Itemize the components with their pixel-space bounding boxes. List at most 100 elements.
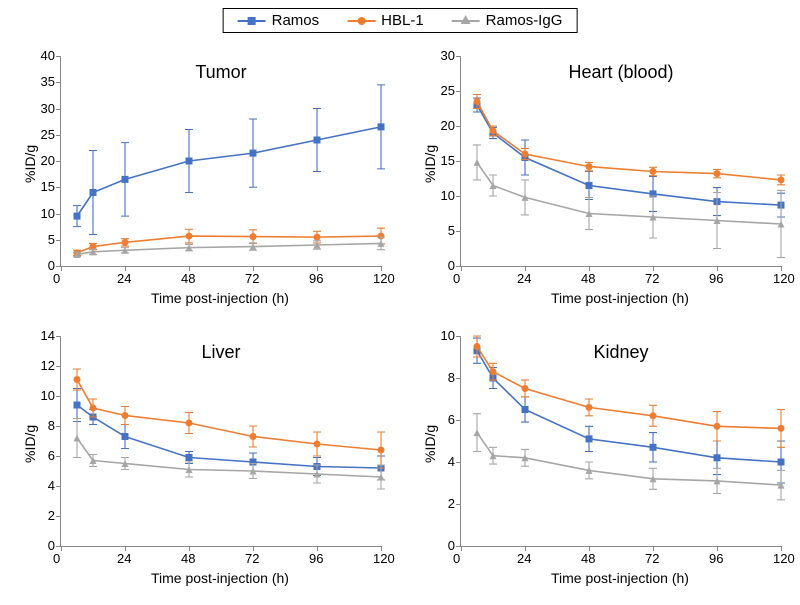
y-tick: 25 bbox=[41, 127, 55, 142]
marker-circle bbox=[778, 425, 785, 432]
legend-item-hbl-1: HBL-1 bbox=[347, 12, 424, 29]
y-tick: 0 bbox=[48, 258, 55, 273]
marker-square bbox=[314, 137, 321, 144]
x-tick: 96 bbox=[709, 271, 723, 286]
x-tick: 24 bbox=[117, 271, 131, 286]
y-tick: 6 bbox=[48, 448, 55, 463]
marker-circle bbox=[122, 412, 129, 419]
marker-circle bbox=[90, 405, 97, 412]
marker-square bbox=[586, 435, 593, 442]
y-tick: 25 bbox=[441, 83, 455, 98]
plot-svg bbox=[461, 336, 781, 546]
x-tick: 48 bbox=[581, 271, 595, 286]
y-tick: 10 bbox=[41, 388, 55, 403]
x-tick: 0 bbox=[453, 551, 460, 566]
marker-square bbox=[186, 158, 193, 165]
marker-square bbox=[650, 444, 657, 451]
marker-circle bbox=[250, 233, 257, 240]
marker-circle bbox=[314, 441, 321, 448]
marker-circle bbox=[650, 412, 657, 419]
chart-grid: Tumor0244872961200510152025303540%ID/gTi… bbox=[0, 44, 800, 604]
y-tick: 15 bbox=[41, 179, 55, 194]
y-axis-label: %ID/g bbox=[422, 145, 438, 183]
marker-circle bbox=[522, 151, 529, 158]
marker-square bbox=[74, 402, 81, 409]
legend-label: Ramos-IgG bbox=[486, 12, 563, 29]
x-tick: 72 bbox=[645, 551, 659, 566]
y-tick: 8 bbox=[448, 370, 455, 385]
x-tick: 72 bbox=[245, 271, 259, 286]
marker-circle bbox=[778, 176, 785, 183]
marker-circle bbox=[250, 433, 257, 440]
x-tick: 24 bbox=[117, 551, 131, 566]
x-tick: 72 bbox=[645, 271, 659, 286]
marker-circle bbox=[714, 423, 721, 430]
y-axis-label: %ID/g bbox=[422, 425, 438, 463]
marker-circle bbox=[586, 404, 593, 411]
y-tick: 4 bbox=[48, 478, 55, 493]
x-tick: 24 bbox=[517, 551, 531, 566]
marker-circle bbox=[74, 376, 81, 383]
y-tick: 10 bbox=[41, 206, 55, 221]
y-tick: 10 bbox=[441, 188, 455, 203]
marker-square bbox=[714, 454, 721, 461]
marker-square bbox=[90, 189, 97, 196]
legend-item-ramos-igg: Ramos-IgG bbox=[452, 12, 563, 29]
plot-svg bbox=[61, 56, 381, 266]
y-tick: 14 bbox=[41, 328, 55, 343]
y-tick: 4 bbox=[448, 454, 455, 469]
marker-circle bbox=[490, 368, 497, 375]
x-tick: 72 bbox=[245, 551, 259, 566]
marker-square bbox=[122, 433, 129, 440]
y-tick: 40 bbox=[41, 48, 55, 63]
y-tick: 2 bbox=[448, 496, 455, 511]
y-tick: 0 bbox=[448, 538, 455, 553]
marker-circle bbox=[650, 168, 657, 175]
y-axis-label: %ID/g bbox=[22, 425, 38, 463]
x-tick: 0 bbox=[53, 271, 60, 286]
marker-circle bbox=[378, 447, 385, 454]
y-tick: 30 bbox=[41, 101, 55, 116]
plot-svg bbox=[61, 336, 381, 546]
x-tick: 120 bbox=[773, 271, 795, 286]
panel-kidney: Kidney0244872961200246810%ID/gTime post-… bbox=[400, 324, 800, 604]
marker-square bbox=[122, 176, 129, 183]
panel-tumor: Tumor0244872961200510152025303540%ID/gTi… bbox=[0, 44, 400, 324]
x-tick: 120 bbox=[373, 271, 395, 286]
marker-circle bbox=[186, 420, 193, 427]
legend-label: HBL-1 bbox=[381, 12, 424, 29]
panel-liver: Liver02448729612002468101214%ID/gTime po… bbox=[0, 324, 400, 604]
marker-square bbox=[74, 213, 81, 220]
y-tick: 2 bbox=[48, 508, 55, 523]
y-tick: 15 bbox=[441, 153, 455, 168]
marker-circle bbox=[474, 98, 481, 105]
y-tick: 20 bbox=[441, 118, 455, 133]
x-axis-label: Time post-injection (h) bbox=[60, 570, 380, 586]
y-tick: 5 bbox=[448, 223, 455, 238]
marker-circle bbox=[314, 234, 321, 241]
marker-triangle bbox=[474, 429, 481, 436]
x-tick: 0 bbox=[53, 551, 60, 566]
marker-square bbox=[250, 150, 257, 157]
marker-circle bbox=[586, 163, 593, 170]
y-tick: 0 bbox=[48, 538, 55, 553]
y-tick: 30 bbox=[441, 48, 455, 63]
y-tick: 12 bbox=[41, 358, 55, 373]
plot-svg bbox=[461, 56, 781, 266]
x-tick: 120 bbox=[773, 551, 795, 566]
marker-circle bbox=[490, 127, 497, 134]
x-tick: 48 bbox=[181, 551, 195, 566]
legend-label: Ramos bbox=[272, 12, 320, 29]
x-tick: 96 bbox=[309, 271, 323, 286]
x-tick: 24 bbox=[517, 271, 531, 286]
x-tick: 48 bbox=[181, 271, 195, 286]
x-axis-label: Time post-injection (h) bbox=[460, 290, 780, 306]
marker-circle bbox=[474, 343, 481, 350]
chart-legend: Ramos HBL-1 Ramos-IgG bbox=[223, 8, 578, 33]
legend-item-ramos: Ramos bbox=[238, 12, 320, 29]
marker-square bbox=[378, 123, 385, 130]
marker-square bbox=[186, 454, 193, 461]
x-tick: 96 bbox=[309, 551, 323, 566]
y-tick: 6 bbox=[448, 412, 455, 427]
marker-circle bbox=[714, 170, 721, 177]
